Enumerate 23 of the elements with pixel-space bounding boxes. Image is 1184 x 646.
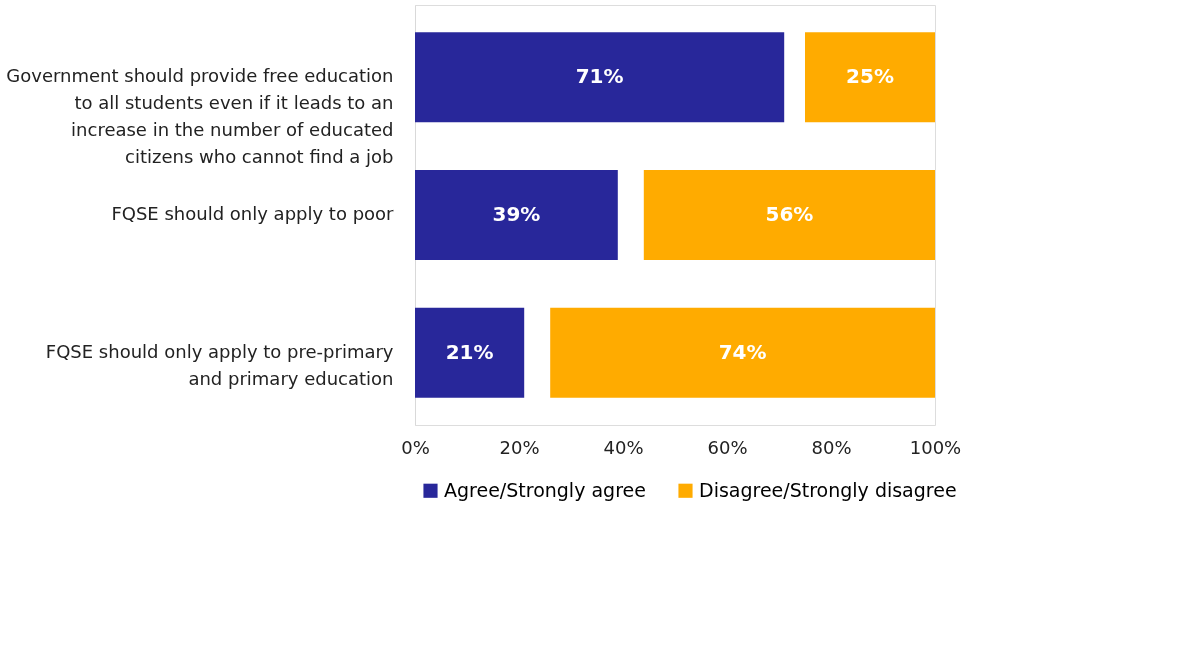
- y-tick-label: FQSE should only apply to poor: [111, 203, 395, 224]
- bar: [805, 32, 935, 123]
- bar: [415, 307, 525, 398]
- x-tick-label: 100%: [909, 436, 962, 458]
- data-label: 21%: [445, 339, 494, 364]
- data-label: 74%: [718, 339, 767, 364]
- data-label: 71%: [575, 64, 624, 89]
- y-tick-label: Government should provide free education to all students even if it leads to an increase in the number of educated citizens who cannot find a job: [6, 65, 394, 168]
- x-tick-label: 80%: [811, 436, 852, 458]
- bar: [643, 170, 935, 260]
- y-tick-label: FQSE should only apply to pre-primary and primary education: [45, 340, 394, 389]
- data-label: 56%: [765, 202, 814, 226]
- bar: [550, 307, 935, 398]
- x-tick-label: 40%: [603, 436, 644, 458]
- data-label: 25%: [846, 64, 894, 89]
- x-tick-label: 0%: [401, 436, 430, 458]
- bar: [415, 170, 618, 260]
- x-tick-label: 20%: [499, 436, 540, 458]
- data-label: 39%: [492, 202, 541, 226]
- x-tick-label: 60%: [707, 436, 748, 458]
- legend-label: Agree/Strongly agree: [444, 478, 646, 501]
- legend-label: Disagree/Strongly disagree: [699, 478, 957, 501]
- bar: [415, 32, 785, 123]
